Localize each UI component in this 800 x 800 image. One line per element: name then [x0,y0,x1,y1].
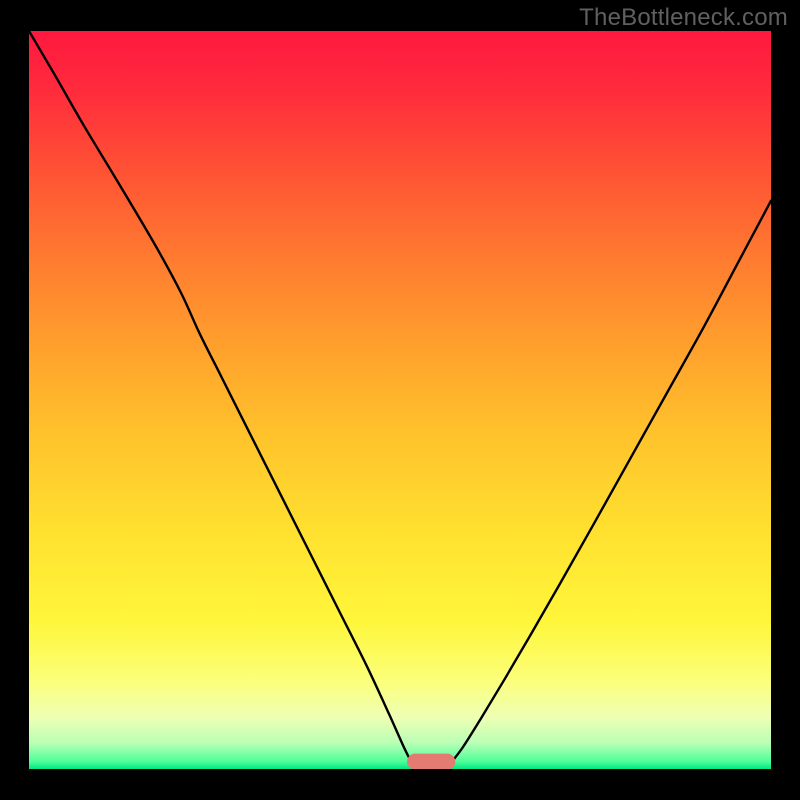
bottleneck-chart [0,0,800,800]
plot-gradient-background [29,31,771,769]
optimal-marker [407,754,455,770]
watermark-text: TheBottleneck.com [579,4,788,32]
